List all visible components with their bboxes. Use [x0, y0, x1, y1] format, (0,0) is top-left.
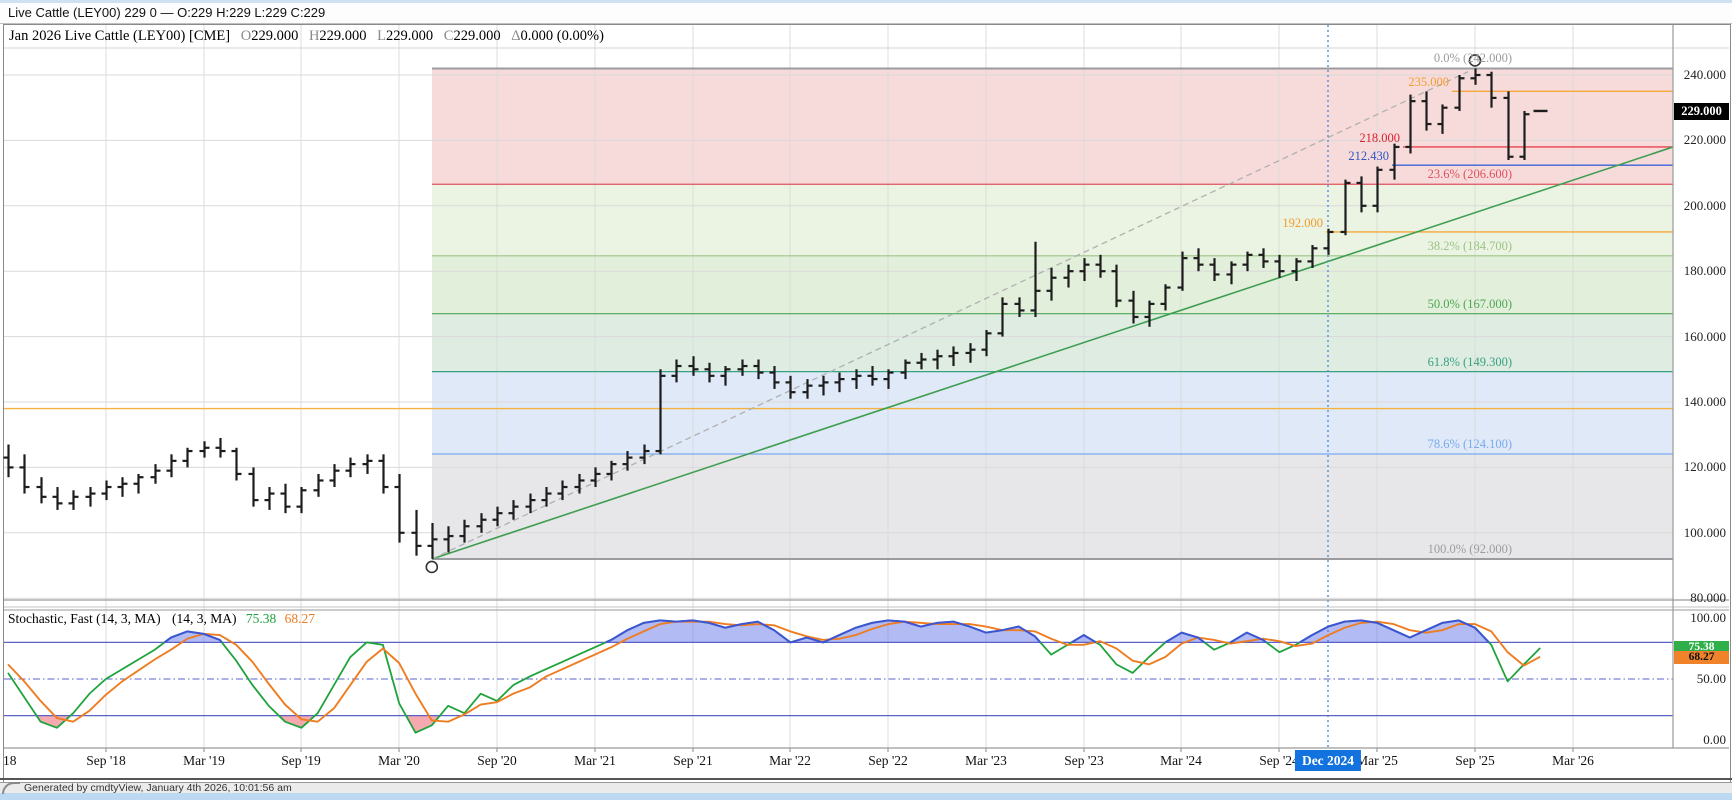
open-key: O	[240, 28, 252, 44]
close-key: C	[443, 28, 454, 44]
x-axis-label: Mar '26	[1552, 753, 1594, 768]
price-axis-label: 80.000	[1690, 590, 1726, 606]
price-line-label: 212.430	[1348, 149, 1389, 164]
x-axis-label: Sep '21	[673, 753, 713, 768]
high-value: 229.000	[319, 28, 367, 44]
stoch-axis-label: 50.00	[1696, 671, 1726, 686]
x-axis-label: Sep '19	[281, 753, 321, 768]
stochastic-header: Stochastic, Fast (14, 3, MA) (14, 3, MA)…	[8, 611, 315, 627]
stoch-axis-label: 100.00	[1690, 610, 1726, 625]
stochastic-title: Stochastic, Fast (14, 3, MA)	[8, 611, 161, 626]
fib-level-label: 78.6% (124.100)	[1427, 436, 1512, 451]
x-axis-label: Sep '24	[1259, 753, 1299, 768]
x-axis-label: Sep '23	[1064, 753, 1104, 768]
x-axis-label: Mar '20	[378, 753, 420, 768]
price-line-label: 218.000	[1359, 130, 1400, 145]
x-axis-label: Sep '25	[1455, 753, 1495, 768]
fib-level-label: 100.0% (92.000)	[1427, 541, 1512, 556]
close-value: 229.000	[453, 28, 501, 44]
price-line-label: 192.000	[1282, 215, 1323, 230]
price-axis-label: 120.000	[1683, 459, 1726, 475]
cmdtyview-logo-arc-icon	[2, 782, 20, 794]
stoch-axis-label: 0.00	[1703, 732, 1726, 747]
stochastic-k-value: 75.38	[245, 611, 277, 626]
expiry-date-badge: Dec 2024	[1294, 750, 1362, 771]
fib-level-label: 23.6% (206.600)	[1427, 167, 1512, 182]
fib-level-label: 0.0% (242.000)	[1433, 51, 1512, 66]
stochastic-params: (14, 3, MA)	[172, 611, 237, 626]
stochastic-d-badge: 68.27	[1674, 650, 1729, 664]
delta-key: Δ	[511, 28, 521, 44]
window-bottom-strip	[0, 793, 1732, 800]
x-axis-label: 18	[3, 753, 17, 768]
fib-level-label: 50.0% (167.000)	[1427, 296, 1512, 311]
x-axis-label: Mar '22	[769, 753, 811, 768]
last-price-badge: 229.000	[1674, 102, 1729, 120]
generated-by-text: Generated by cmdtyView, January 4th 2026…	[24, 782, 292, 794]
price-axis-label: 200.000	[1683, 197, 1726, 213]
fib-level-label: 38.2% (184.700)	[1427, 238, 1512, 253]
title-bar: Live Cattle (LEY00) 229 0 — O:229 H:229 …	[0, 3, 1732, 24]
x-axis-label: Sep '20	[477, 753, 517, 768]
price-axis-label: 220.000	[1683, 132, 1726, 148]
x-axis-label: Sep '22	[868, 753, 908, 768]
price-axis-label: 160.000	[1683, 328, 1726, 344]
price-axis-label: 240.000	[1683, 67, 1726, 82]
price-line-label: 235.000	[1408, 75, 1449, 90]
low-value: 229.000	[386, 28, 434, 44]
open-value: 229.000	[251, 28, 299, 44]
x-axis-label: Mar '21	[574, 753, 616, 768]
price-axis-label: 140.000	[1683, 394, 1726, 409]
price-axis-label: 180.000	[1683, 263, 1726, 279]
window-title: Live Cattle (LEY00) 229 0 — O:229 H:229 …	[8, 5, 326, 20]
window-top-strip	[0, 0, 1732, 3]
footer-bar: Generated by cmdtyView, January 4th 2026…	[0, 782, 1732, 794]
x-axis-label: Mar '25	[1356, 753, 1398, 768]
x-axis-label: Mar '24	[1160, 753, 1202, 768]
x-axis-label: Mar '23	[965, 753, 1007, 768]
stochastic-d-value: 68.27	[284, 611, 315, 626]
contract-name: Jan 2026 Live Cattle (LEY00) [CME]	[9, 28, 231, 44]
x-axis-label: Sep '18	[86, 753, 126, 768]
x-axis-label: Mar '19	[183, 753, 225, 768]
fib-level-label: 61.8% (149.300)	[1427, 354, 1512, 369]
delta-value: 0.000 (0.00%)	[520, 28, 604, 44]
high-key: H	[308, 28, 320, 44]
contract-header: Jan 2026 Live Cattle (LEY00) [CME] O229.…	[9, 28, 604, 45]
low-key: L	[377, 28, 387, 44]
price-axis-label: 100.000	[1683, 524, 1726, 540]
